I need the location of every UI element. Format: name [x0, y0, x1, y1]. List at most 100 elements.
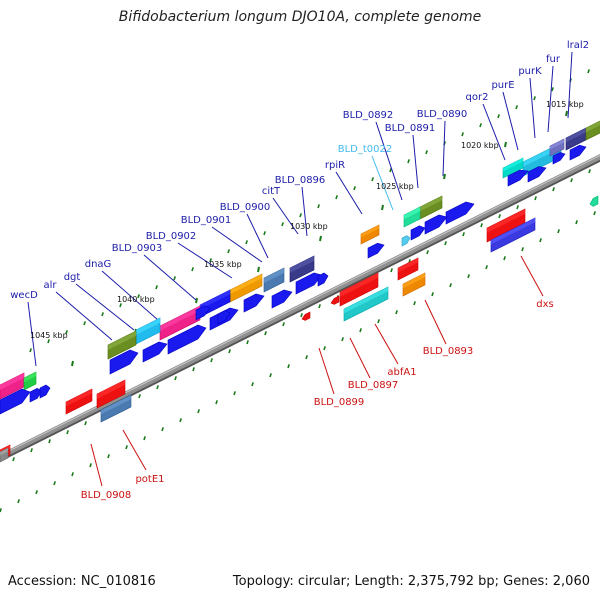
feature-BLD_0891	[403, 206, 421, 228]
scale-tick	[179, 418, 182, 423]
scale-tick	[467, 274, 470, 279]
feature-BLD_0896	[289, 255, 315, 283]
gene-label-qor2: qor2	[466, 92, 489, 103]
major-tick	[504, 141, 507, 148]
scale-tick	[209, 258, 212, 263]
leader-line	[442, 120, 446, 177]
scale-tick	[557, 229, 560, 234]
scale-tick	[449, 283, 452, 288]
scale-tick	[263, 231, 266, 236]
scale-tick	[479, 123, 482, 128]
gene-arrow-forward	[552, 152, 566, 165]
major-tick	[71, 360, 74, 367]
scale-tick	[593, 211, 596, 216]
gene-label-abfA1: abfA1	[387, 367, 416, 378]
gene-label-alr: alr	[43, 280, 57, 291]
leader-line	[143, 254, 197, 301]
scale-tick	[192, 367, 195, 372]
scale-tick	[359, 328, 362, 333]
scale-label: 1045 kbp	[30, 331, 68, 340]
major-tick	[195, 297, 198, 304]
gene-arrow-forward	[445, 201, 475, 225]
scale-tick	[191, 267, 194, 272]
gene-label-BLD_0893: BLD_0893	[423, 346, 474, 357]
gene-label-BLD_0902: BLD_0902	[146, 231, 197, 242]
gene-arrow-forward	[569, 144, 587, 161]
leader-line	[246, 213, 269, 259]
scale-tick	[251, 382, 254, 387]
scale-tick	[587, 69, 590, 74]
scale-tick	[137, 294, 140, 299]
leader-line	[424, 299, 447, 345]
leader-line	[122, 429, 147, 471]
scale-label: 1025 kbp	[376, 182, 414, 191]
scale-tick	[35, 490, 38, 495]
leader-line	[412, 134, 419, 189]
scale-tick	[228, 349, 231, 354]
leader-line	[335, 171, 363, 215]
scale-tick	[588, 169, 591, 174]
feature-potE1	[96, 379, 126, 409]
feature-extra	[585, 120, 600, 141]
feature-dnaG	[107, 330, 137, 360]
gene-arrow-forward	[271, 289, 293, 309]
scale-tick	[299, 213, 302, 218]
feature-BLD_0902	[159, 305, 201, 341]
leader-line	[318, 347, 335, 395]
scale-tick	[53, 481, 56, 486]
feature-dxs-inner	[490, 217, 536, 253]
feature-abfA1	[339, 272, 379, 307]
scale-tick	[444, 241, 447, 246]
gene-label-citT: citT	[262, 186, 281, 197]
scale-tick	[413, 301, 416, 306]
scale-tick	[173, 276, 176, 281]
gene-label-BLD_0901: BLD_0901	[181, 215, 232, 226]
scale-tick	[48, 439, 51, 444]
gene-label-dnaG: dnaG	[85, 259, 112, 270]
feature-fur	[549, 138, 565, 157]
gene-label-BLD_t0022: BLD_t0022	[338, 144, 393, 155]
scale-tick	[341, 337, 344, 342]
scale-tick	[503, 256, 506, 261]
gene-arrow-forward	[367, 242, 385, 259]
scale-tick	[335, 195, 338, 200]
gene-arrow-forward	[507, 169, 529, 187]
leader-line	[349, 337, 371, 379]
gene-arrow-forward	[527, 166, 547, 183]
scale-tick	[516, 205, 519, 210]
feature-BLD_0893b	[402, 272, 426, 297]
scale-tick	[305, 355, 308, 360]
scale-tick	[125, 445, 128, 450]
scale-tick	[281, 222, 284, 227]
scale-tick	[377, 319, 380, 324]
scale-tick	[264, 331, 267, 336]
major-tick	[381, 204, 384, 211]
scale-tick	[66, 430, 69, 435]
gene-label-fur: fur	[546, 54, 561, 65]
leader-line	[301, 186, 308, 237]
scale-tick	[317, 204, 320, 209]
scale-tick	[84, 421, 87, 426]
gene-label-BLD_0897: BLD_0897	[348, 380, 399, 391]
scale-tick	[395, 310, 398, 315]
scale-tick	[570, 178, 573, 183]
leader-line	[371, 155, 394, 211]
scale-tick	[161, 427, 164, 432]
major-tick	[319, 235, 322, 242]
scale-tick	[534, 196, 537, 201]
feature-edge-b	[0, 447, 9, 463]
gene-arrow-forward	[167, 324, 207, 355]
scale-label: 1040 kbp	[117, 295, 155, 304]
leader-line	[375, 121, 403, 201]
leader-line	[272, 197, 299, 235]
scale-label: 1020 kbp	[461, 141, 499, 150]
major-tick	[565, 110, 568, 117]
gene-arrow-reverse	[589, 195, 599, 207]
genome-summary: Topology: circular; Length: 2,375,792 bp…	[232, 574, 590, 589]
feature-BLD_0893	[397, 257, 419, 281]
scale-tick	[497, 114, 500, 119]
gene-label-rpiR: rpiR	[325, 160, 345, 171]
leader-line	[55, 291, 113, 341]
scale-tick	[156, 385, 159, 390]
